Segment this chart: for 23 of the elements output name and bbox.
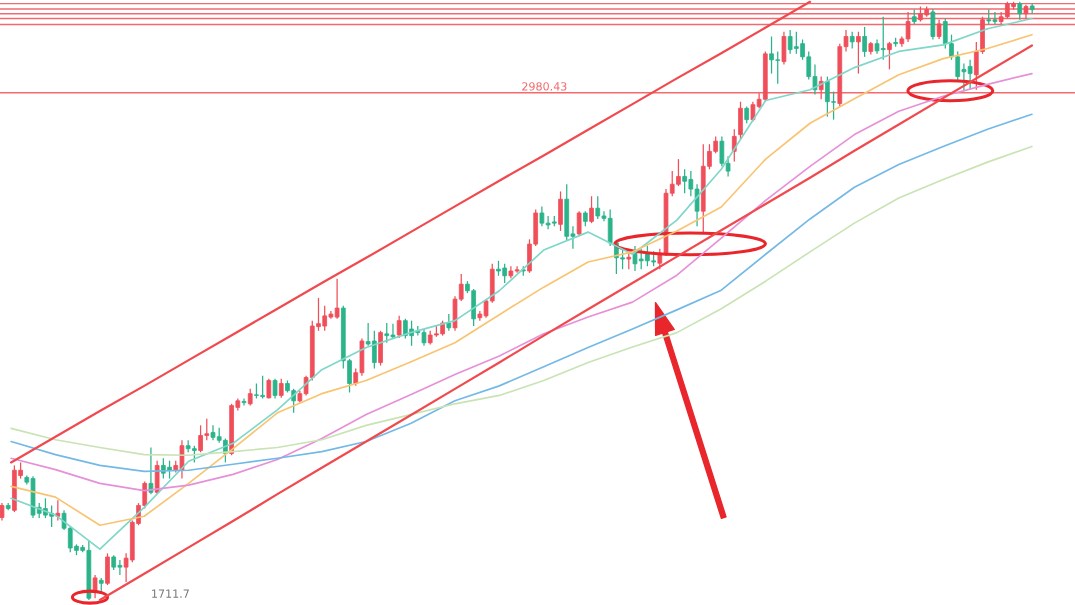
candlestick xyxy=(514,265,520,274)
candlestick xyxy=(334,278,340,320)
candlestick xyxy=(148,446,154,495)
candlestick xyxy=(589,195,594,224)
candlestick xyxy=(725,155,731,178)
candlestick xyxy=(967,59,973,91)
candlestick xyxy=(272,378,278,400)
candlestick xyxy=(241,397,247,407)
candlestick xyxy=(731,128,737,163)
annotation: 1711.7 xyxy=(152,589,189,598)
candlestick xyxy=(719,135,725,167)
annotation: 2980.43 xyxy=(522,82,567,91)
candlestick xyxy=(396,315,402,339)
candlestick xyxy=(887,41,892,71)
candlestick xyxy=(539,205,545,227)
candlestick xyxy=(856,31,861,75)
candlestick xyxy=(576,210,582,237)
candlestick xyxy=(278,378,284,399)
candlestick xyxy=(862,26,867,58)
candlestick xyxy=(942,17,948,50)
candlestick xyxy=(936,19,942,40)
candlestick xyxy=(92,574,98,599)
candlestick xyxy=(949,34,954,61)
